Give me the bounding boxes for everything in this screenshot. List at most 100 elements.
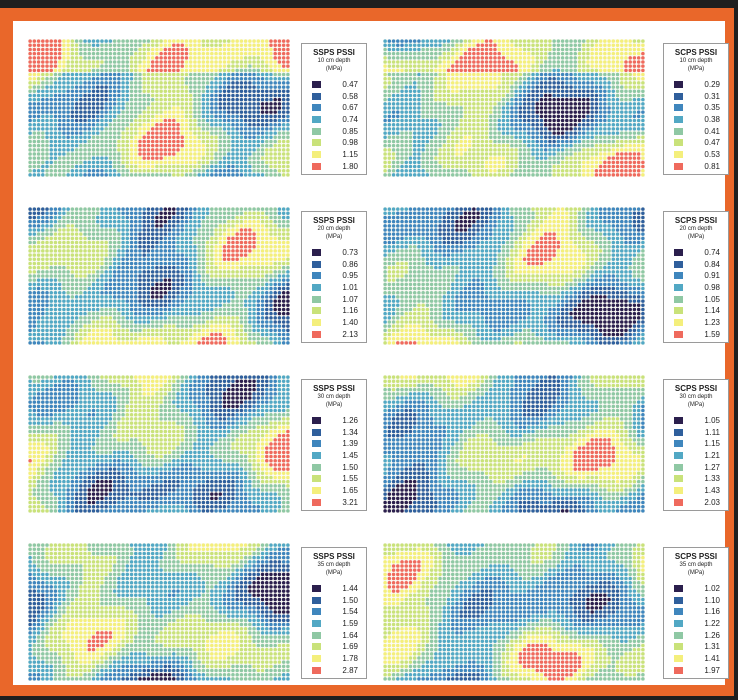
map-dot (450, 47, 455, 52)
map-dot (112, 261, 117, 266)
map-dot (210, 131, 214, 135)
map-dot (45, 244, 49, 249)
map-dot (256, 89, 261, 94)
map-dot (218, 152, 223, 156)
map-dot (569, 51, 573, 56)
map-dot (235, 152, 239, 156)
map-dot (273, 152, 277, 156)
map-dot (611, 39, 616, 43)
map-dot (28, 118, 32, 123)
map-dot (624, 102, 628, 106)
map-dot (260, 224, 265, 228)
map-dot (383, 60, 387, 64)
map-dot (493, 97, 497, 102)
map-dot (121, 56, 125, 60)
map-dot (205, 102, 210, 106)
map-dot (438, 68, 442, 73)
map-dot (438, 139, 442, 144)
map-dot (125, 56, 130, 60)
map-dot (239, 164, 244, 169)
map-dot (87, 139, 92, 144)
map-dot (628, 47, 632, 52)
map-dot (239, 240, 244, 245)
map-dot (586, 156, 590, 160)
map-dot (518, 156, 523, 160)
map-dot (489, 68, 493, 73)
map-dot (489, 168, 493, 173)
map-dot (539, 168, 544, 173)
map-dot (260, 127, 265, 131)
map-dot (235, 249, 239, 253)
map-dot (112, 156, 117, 160)
map-dot (417, 93, 421, 98)
map-dot (45, 257, 49, 262)
map-dot (480, 127, 485, 131)
map-dot (286, 143, 290, 148)
map-dot (95, 93, 100, 98)
map-dot (505, 76, 510, 81)
map-dot (66, 228, 70, 232)
map-dot (231, 114, 235, 119)
map-dot (548, 76, 552, 81)
map-dot (79, 89, 83, 94)
map-dot (184, 85, 189, 89)
map-dot (518, 60, 523, 64)
map-dot (197, 164, 201, 169)
map-dot (260, 64, 265, 68)
map-dot (79, 143, 83, 148)
map-dot (497, 118, 501, 123)
map-dot (104, 102, 108, 106)
map-dot (117, 156, 121, 160)
map-dot (527, 102, 531, 106)
map-dot (273, 240, 277, 245)
map-dot (463, 60, 468, 64)
map-dot (412, 127, 417, 131)
map-dot (159, 106, 163, 110)
map-dot (193, 156, 197, 160)
map-dot (197, 118, 201, 123)
map-dot (501, 122, 506, 127)
map-dot (404, 56, 408, 60)
map-dot (184, 39, 189, 43)
map-dot (100, 236, 104, 241)
map-dot (611, 85, 616, 89)
map-dot (569, 152, 573, 156)
map-dot (594, 152, 599, 156)
map-dot (172, 135, 176, 140)
map-dot (104, 244, 108, 249)
map-dot (231, 168, 235, 173)
map-dot (628, 127, 632, 131)
map-dot (286, 56, 290, 60)
map-dot (57, 236, 62, 241)
map-dot (184, 60, 189, 64)
map-dot (438, 60, 442, 64)
map-dot (408, 118, 413, 123)
map-dot (531, 64, 535, 68)
map-dot (505, 72, 510, 77)
map-dot (412, 102, 417, 106)
map-dot (125, 148, 130, 152)
map-dot (214, 81, 218, 85)
map-dot (176, 253, 180, 257)
legend-entry: 0.47 (664, 137, 728, 149)
map-dot (176, 160, 180, 165)
map-dot (205, 224, 210, 228)
map-dot (581, 152, 586, 156)
map-dot (514, 47, 518, 52)
map-dot (581, 173, 586, 177)
map-dot (222, 106, 227, 110)
map-dot (83, 173, 87, 177)
map-dot (53, 64, 58, 68)
map-dot (548, 64, 552, 68)
map-dot (205, 207, 210, 211)
map-dot (548, 168, 552, 173)
map-dot (180, 261, 184, 266)
map-dot (218, 51, 223, 56)
map-dot (222, 114, 227, 119)
map-dot (117, 68, 121, 73)
map-dot (155, 106, 159, 110)
map-dot (425, 93, 430, 98)
map-dot (607, 72, 611, 77)
map-dot (248, 131, 252, 135)
map-dot (493, 143, 497, 148)
